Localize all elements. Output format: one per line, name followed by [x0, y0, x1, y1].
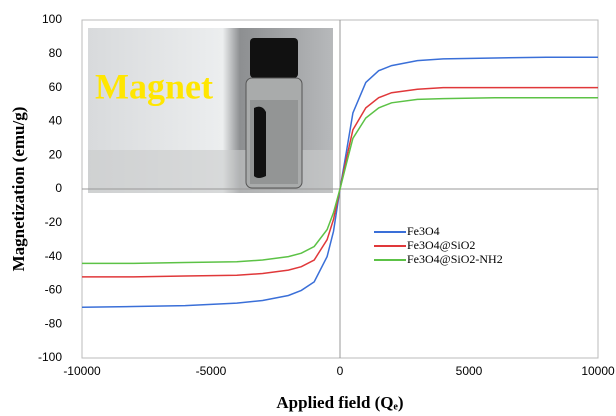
inset-photo [88, 28, 333, 193]
series-line [82, 96, 598, 265]
x-tick-label: 10000 [581, 364, 615, 378]
y-tick-label: 100 [42, 12, 62, 26]
x-tick-label: 5000 [456, 364, 483, 378]
y-tick-label: 20 [49, 147, 63, 161]
y-tick-label: 80 [49, 46, 63, 60]
x-tick-label: -10000 [63, 364, 101, 378]
y-tick-label: 0 [55, 181, 62, 195]
y-tick-label: -60 [45, 283, 63, 297]
y-tick-label: -40 [45, 249, 63, 263]
y-tick-label: -20 [45, 215, 63, 229]
legend-label: Fe3O4@SiO2-NH2 [407, 252, 503, 266]
x-tick-label: -5000 [196, 364, 227, 378]
x-tick-label: 0 [337, 364, 344, 378]
y-axis-label: Magnetization (emu/g) [9, 107, 28, 272]
inset-label: Magnet [95, 66, 213, 106]
y-tick-label: -100 [38, 350, 62, 364]
x-axis-label: Applied field (Qₑ) [276, 393, 403, 412]
legend-label: Fe3O4@SiO2 [407, 238, 475, 252]
y-tick-label: 40 [49, 114, 63, 128]
legend-label: Fe3O4 [407, 224, 440, 238]
y-tick-label: 60 [49, 80, 63, 94]
y-tick-label: -80 [45, 316, 63, 330]
